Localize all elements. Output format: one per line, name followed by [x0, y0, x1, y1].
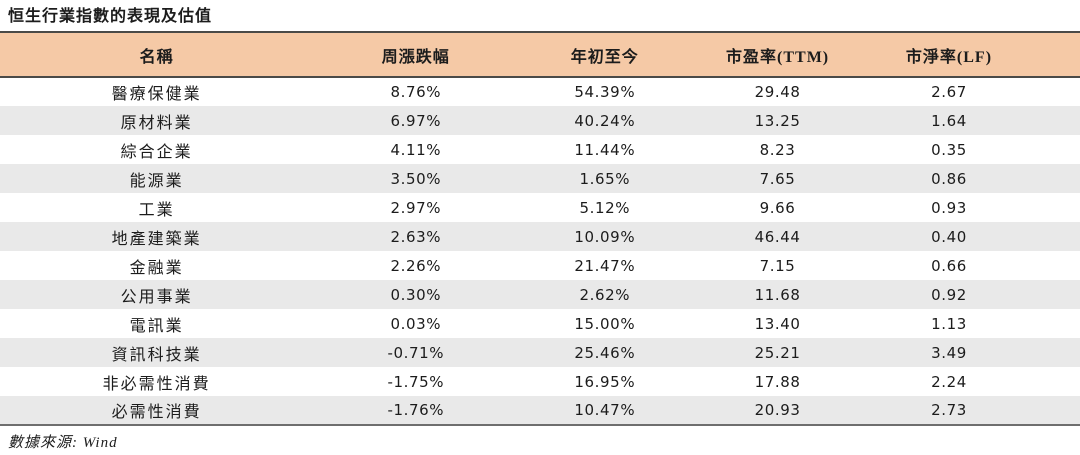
col-header-pe-ttm: 市盈率(TTM)	[726, 48, 830, 66]
weekly-change-cell: 2.63%	[390, 227, 442, 246]
col-header-pb-lf: 市淨率(LF)	[905, 48, 993, 66]
ytd-cell: 11.44%	[574, 140, 636, 159]
col-header-ytd: 年初至今	[570, 48, 639, 66]
industry-name-cell: 地產建築業	[111, 230, 202, 248]
weekly-change-cell: -1.76%	[387, 401, 445, 419]
table-row: 非必需性消費 -1.75% 16.95% 17.88 2.24	[0, 367, 1080, 396]
table-row: 必需性消費 -1.76% 10.47% 20.93 2.73	[0, 396, 1080, 425]
pb-lf-cell: 2.24	[931, 372, 967, 391]
ytd-cell: 10.47%	[574, 401, 636, 419]
pe-ttm-cell: 8.23	[759, 140, 796, 159]
pe-ttm-cell: 13.40	[754, 314, 801, 333]
ytd-cell: 5.12%	[579, 198, 631, 217]
pb-lf-cell: 0.35	[931, 140, 967, 159]
table-row: 電訊業 0.03% 15.00% 13.40 1.13	[0, 309, 1080, 338]
table-title: 恒生行業指數的表現及估值	[8, 8, 213, 25]
weekly-change-cell: 4.11%	[390, 140, 442, 159]
industry-name-cell: 公用事業	[120, 288, 193, 306]
weekly-change-cell: 6.97%	[390, 111, 442, 130]
pe-ttm-cell: 29.48	[754, 83, 801, 101]
table-row: 原材料業 6.97% 40.24% 13.25 1.64	[0, 106, 1080, 135]
weekly-change-cell: 0.30%	[390, 285, 442, 304]
industry-index-table: 名稱 周漲跌幅 年初至今 市盈率(TTM) 市淨率(LF) 醫療保健業 8.76%…	[0, 31, 1080, 426]
pe-ttm-cell: 17.88	[754, 372, 801, 391]
pb-lf-cell: 3.49	[931, 343, 967, 362]
industry-name-cell: 資訊科技業	[111, 346, 202, 364]
pe-ttm-cell: 11.68	[754, 285, 801, 304]
ytd-cell: 40.24%	[574, 111, 636, 130]
table-body: 醫療保健業 8.76% 54.39% 29.48 2.67 原材料業 6.97% 40.24%…	[0, 77, 1080, 425]
table-row: 醫療保健業 8.76% 54.39% 29.48 2.67	[0, 77, 1080, 106]
pe-ttm-cell: 7.65	[759, 169, 796, 188]
pe-ttm-cell: 46.44	[754, 227, 801, 246]
ytd-cell: 54.39%	[574, 83, 636, 101]
industry-name-cell: 能源業	[129, 172, 184, 190]
table-row: 能源業 3.50% 1.65% 7.65 0.86	[0, 164, 1080, 193]
pe-ttm-cell: 20.93	[754, 401, 801, 419]
weekly-change-cell: 8.76%	[390, 83, 442, 101]
pe-ttm-cell: 7.15	[759, 256, 796, 275]
industry-name-cell: 金融業	[129, 259, 184, 277]
industry-name-cell: 必需性消費	[111, 404, 202, 421]
col-header-name: 名稱	[139, 48, 174, 66]
ytd-cell: 25.46%	[574, 343, 636, 362]
table-row: 公用事業 0.30% 2.62% 11.68 0.92	[0, 280, 1080, 309]
ytd-cell: 15.00%	[574, 314, 636, 333]
ytd-cell: 2.62%	[579, 285, 631, 304]
table-row: 工業 2.97% 5.12% 9.66 0.93	[0, 193, 1080, 222]
table-row: 綜合企業 4.11% 11.44% 8.23 0.35	[0, 135, 1080, 164]
pb-lf-cell: 1.64	[931, 111, 967, 130]
ytd-cell: 10.09%	[574, 227, 636, 246]
pe-ttm-cell: 13.25	[754, 111, 801, 130]
pb-lf-cell: 0.66	[931, 256, 967, 275]
ytd-cell: 21.47%	[574, 256, 636, 275]
weekly-change-cell: 3.50%	[390, 169, 442, 188]
table-row: 地產建築業 2.63% 10.09% 46.44 0.40	[0, 222, 1080, 251]
pb-lf-cell: 2.67	[931, 83, 967, 101]
weekly-change-cell: 0.03%	[390, 314, 442, 333]
industry-name-cell: 非必需性消費	[102, 375, 211, 393]
pb-lf-cell: 0.92	[931, 285, 967, 304]
ytd-cell: 1.65%	[579, 169, 631, 188]
pe-ttm-cell: 25.21	[754, 343, 801, 362]
industry-name-cell: 醫療保健業	[111, 86, 202, 103]
pb-lf-cell: 0.93	[931, 198, 967, 217]
industry-name-cell: 工業	[138, 201, 175, 219]
pb-lf-cell: 0.86	[931, 169, 967, 188]
table-row: 資訊科技業 -0.71% 25.46% 25.21 3.49	[0, 338, 1080, 367]
industry-name-cell: 原材料業	[120, 114, 193, 132]
table-row: 金融業 2.26% 21.47% 7.15 0.66	[0, 251, 1080, 280]
col-header-weekly-change: 周漲跌幅	[381, 48, 450, 66]
pb-lf-cell: 0.40	[931, 227, 967, 246]
weekly-change-cell: 2.97%	[390, 198, 442, 217]
pb-lf-cell: 2.73	[931, 401, 967, 419]
data-source-note: 數據來源: Wind	[8, 435, 118, 451]
weekly-change-cell: 2.26%	[390, 256, 442, 275]
weekly-change-cell: -1.75%	[387, 372, 445, 391]
table-header-row: 名稱 周漲跌幅 年初至今 市盈率(TTM) 市淨率(LF)	[0, 32, 1080, 77]
industry-name-cell: 綜合企業	[120, 143, 193, 161]
ytd-cell: 16.95%	[574, 372, 636, 391]
pb-lf-cell: 1.13	[931, 314, 967, 333]
pe-ttm-cell: 9.66	[759, 198, 796, 217]
weekly-change-cell: -0.71%	[387, 343, 445, 362]
industry-name-cell: 電訊業	[129, 317, 184, 335]
